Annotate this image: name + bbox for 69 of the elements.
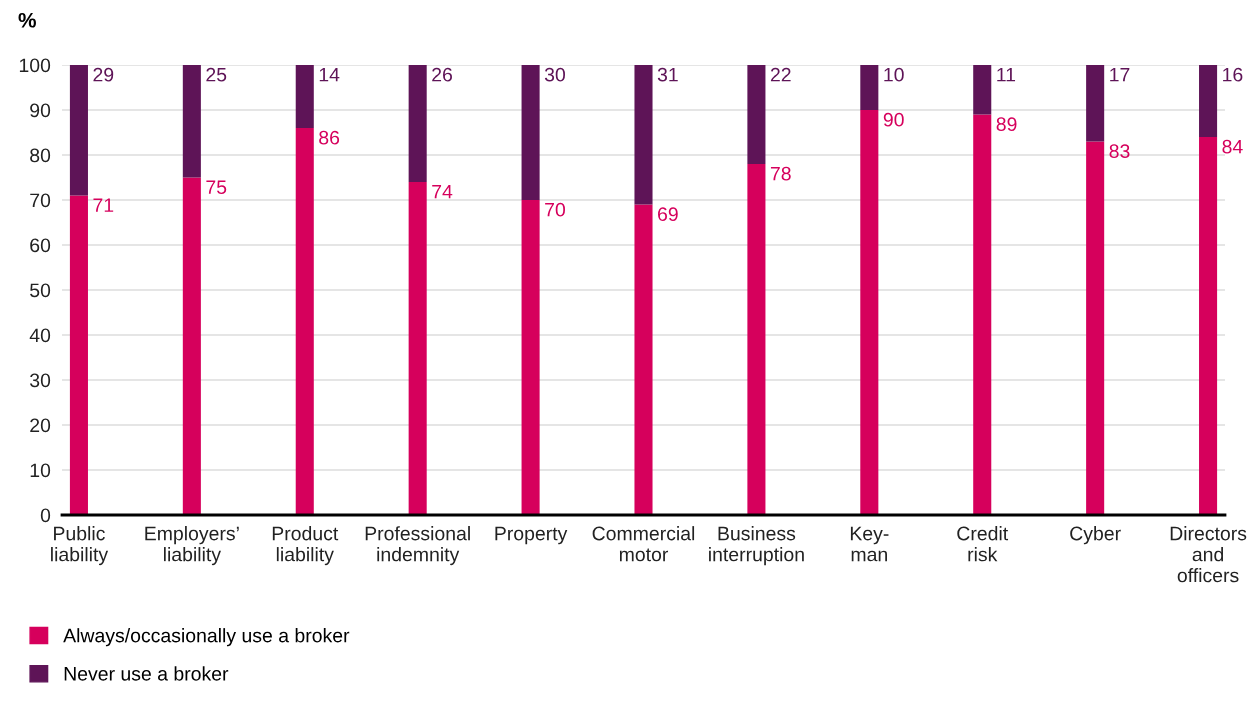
x-tick-label: Business interruption [709, 526, 804, 566]
x-tick-label: Key- man [850, 526, 889, 562]
y-axis-title: % [18, 12, 36, 28]
data-label: 75 [206, 180, 227, 195]
data-label: 17 [1110, 67, 1130, 82]
bar [69, 65, 88, 196]
bar [634, 204, 653, 515]
data-label: 70 [545, 202, 565, 217]
data-label: 71 [93, 198, 114, 212]
data-label: 11 [997, 67, 1016, 82]
legend-label: Never use a broker [64, 666, 229, 681]
y-tick-label: 0 [40, 508, 51, 523]
bar [408, 182, 427, 515]
data-label: 10 [884, 67, 904, 82]
bar [1199, 137, 1218, 515]
data-label: 30 [544, 67, 565, 82]
y-tick-label: 60 [30, 238, 51, 253]
data-label: 86 [319, 130, 340, 145]
data-label: 83 [1109, 144, 1130, 159]
bar [295, 65, 314, 128]
data-label: 74 [432, 184, 453, 199]
x-tick-label: Property [495, 526, 568, 545]
y-tick-label: 50 [30, 283, 51, 298]
bar [182, 177, 201, 515]
data-label: 31 [657, 67, 678, 82]
bar [521, 200, 540, 515]
bar [69, 195, 88, 515]
x-tick-label: Directors and officers [1170, 526, 1247, 583]
bar [182, 65, 201, 178]
bar [295, 128, 314, 515]
y-tick-label: 70 [30, 193, 51, 208]
data-label: 69 [658, 207, 678, 222]
y-tick-label: 80 [30, 148, 51, 163]
y-tick-label: 100 [19, 58, 51, 73]
bar [747, 164, 766, 515]
bar [973, 114, 992, 515]
bar [634, 65, 653, 205]
x-tick-label: Commercial motor [592, 526, 695, 562]
data-label: 29 [93, 67, 114, 82]
bar [1199, 65, 1218, 137]
x-tick-label: Employers’ liability [145, 526, 239, 566]
data-label: 89 [996, 117, 1017, 132]
y-tick-label: 10 [30, 463, 51, 478]
x-tick-label: Product liability [272, 526, 339, 566]
bar [973, 65, 992, 115]
x-tick-label: Professional indemnity [365, 526, 470, 566]
bar [1086, 141, 1105, 515]
data-label: 22 [770, 67, 791, 82]
bar [860, 110, 879, 515]
data-label: 16 [1223, 67, 1243, 82]
data-label: 25 [206, 67, 227, 82]
data-label: 26 [432, 67, 452, 82]
x-tick-label: Cyber [1070, 526, 1121, 545]
bar [1086, 65, 1105, 142]
y-tick-label: 90 [30, 103, 51, 118]
data-label: 90 [883, 112, 904, 127]
data-label: 14 [319, 67, 340, 82]
data-label: 84 [1222, 139, 1243, 154]
y-tick-label: 20 [30, 418, 51, 433]
y-tick-label: 30 [30, 373, 51, 388]
bar [408, 65, 427, 182]
x-tick-label: Credit risk [957, 526, 1009, 562]
x-tick-label: Public liability [51, 526, 109, 566]
y-tick-label: 40 [29, 328, 51, 343]
legend-label: Always/occasionally use a broker [63, 628, 350, 647]
bar [747, 65, 766, 164]
bar [521, 65, 540, 200]
data-label: 78 [770, 166, 791, 181]
bar [860, 65, 879, 110]
